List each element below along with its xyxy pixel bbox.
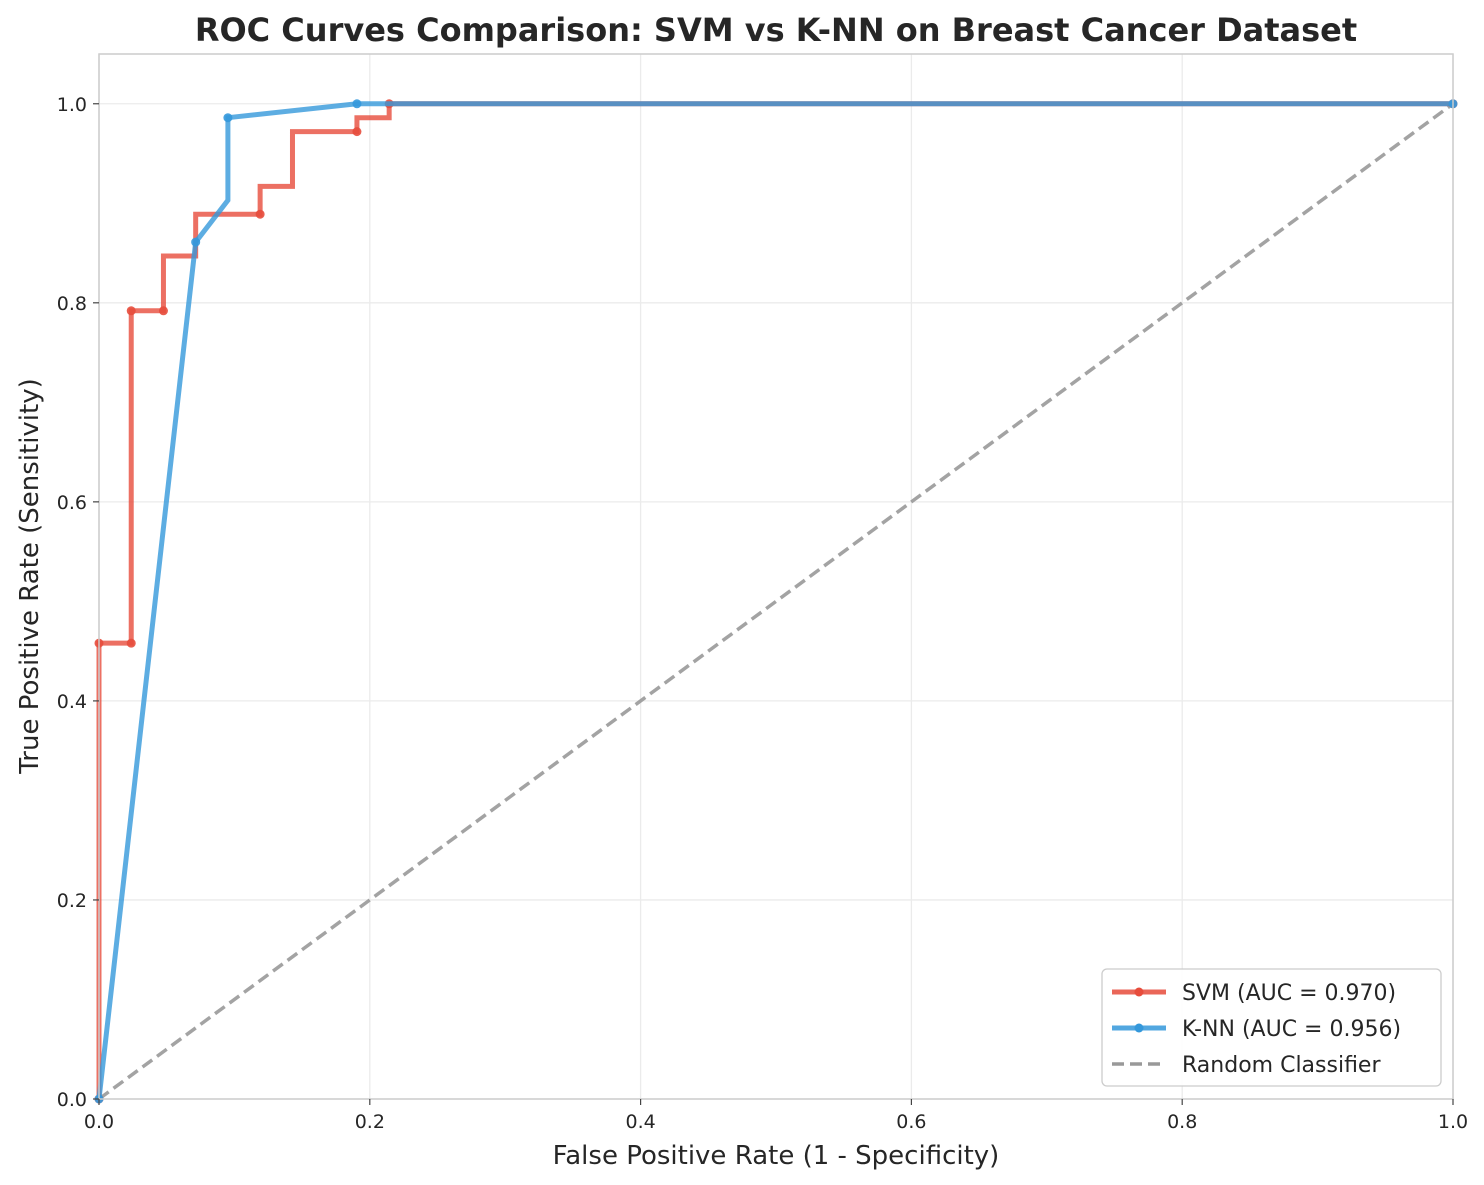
knn-data-point <box>191 237 201 247</box>
y-tick-label: 0.8 <box>57 293 87 315</box>
y-axis-label: True Positive Rate (Sensitivity) <box>15 378 45 775</box>
legend: SVM (AUC = 0.970) K-NN (AUC = 0.956) Rando… <box>1101 968 1442 1087</box>
svm-data-point <box>255 209 265 219</box>
legend-marker-knn <box>1134 1023 1144 1033</box>
x-axis-ticks: 0.0 0.2 0.4 0.6 0.8 1.0 <box>84 1099 1468 1133</box>
svm-data-point <box>158 306 168 316</box>
x-tick-label: 0.6 <box>896 1111 926 1133</box>
legend-marker-svm <box>1134 987 1144 997</box>
plot-area <box>94 99 1458 1104</box>
knn-data-point <box>352 99 362 109</box>
x-tick-label: 0.0 <box>84 1111 114 1133</box>
svm-data-point <box>352 127 362 137</box>
chart-title: ROC Curves Comparison: SVM vs K-NN on Br… <box>195 11 1357 49</box>
legend-label: Random Classifier <box>1182 1053 1381 1078</box>
svm-data-point <box>126 306 136 316</box>
x-axis-label: False Positive Rate (1 - Specificity) <box>553 1141 1000 1171</box>
svm-data-point <box>126 638 136 648</box>
x-tick-label: 0.2 <box>355 1111 385 1133</box>
plot-frame <box>98 53 1454 1100</box>
y-tick-label: 0.2 <box>57 890 87 912</box>
y-tick-label: 0.4 <box>57 691 87 713</box>
grid <box>98 54 1454 1100</box>
legend-label: SVM (AUC = 0.970) <box>1182 981 1396 1006</box>
knn-data-point <box>223 113 233 123</box>
random-classifier-line <box>97 102 1455 1101</box>
legend-box <box>1101 968 1442 1087</box>
y-tick-label: 0.6 <box>57 492 87 514</box>
x-tick-label: 1.0 <box>1438 1111 1468 1133</box>
y-axis-ticks: 0.0 0.2 0.4 0.6 0.8 1.0 <box>57 94 99 1111</box>
x-tick-label: 0.8 <box>1167 1111 1197 1133</box>
y-tick-label: 1.0 <box>57 94 87 116</box>
knn-roc-curve <box>96 101 1453 1100</box>
x-tick-label: 0.4 <box>625 1111 655 1133</box>
y-tick-label: 0.0 <box>57 1089 87 1111</box>
legend-label: K-NN (AUC = 0.956) <box>1182 1017 1401 1042</box>
